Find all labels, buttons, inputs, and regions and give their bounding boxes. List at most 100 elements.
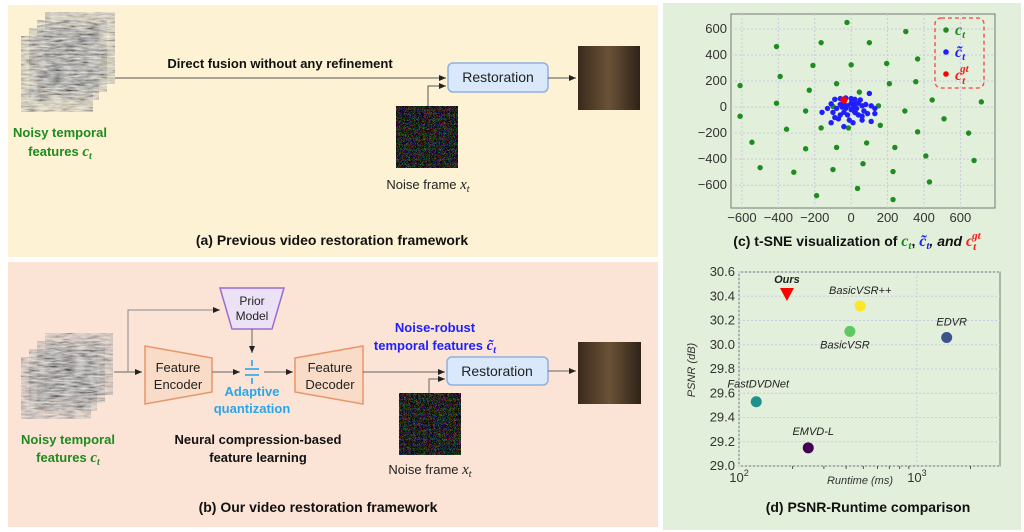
- noise-robust-label-2: temporal features c̃t: [374, 338, 497, 356]
- tsne-point-ctilde: [852, 96, 858, 102]
- tsne-point-ct: [810, 62, 816, 69]
- tsne-point-ctilde: [828, 101, 834, 107]
- y-axis-label: PSNR (dB): [686, 342, 698, 397]
- legend-marker-ct: [943, 27, 949, 33]
- y-tick-label: −600: [698, 177, 727, 192]
- tsne-point-ct: [773, 100, 780, 106]
- tsne-point-ct: [818, 125, 824, 131]
- psnr-ticks: 29.0 29.2 29.4 29.6 29.8 30.0 30.2 30.4 30.6 102 1…: [710, 264, 971, 485]
- point-label: BasicVSR++: [829, 285, 892, 297]
- tsne-point-ctilde: [868, 118, 874, 125]
- psnr-points: Ours BasicVSR++ BasicVSR EDVR FastDVDNet EMVD…: [727, 274, 967, 454]
- point-label: Ours: [774, 274, 800, 286]
- noise-robust-label: Noise-robust: [395, 320, 476, 335]
- fusion-label: Direct fusion without any refinement: [167, 56, 393, 71]
- noise-input-arrow-a: [427, 83, 446, 106]
- noise-frame-label-b: Noise frame xt: [388, 462, 471, 480]
- restoration-label-b: Restoration: [461, 363, 533, 379]
- tsne-point-ct: [854, 185, 861, 192]
- noise-input-arrow-b: [428, 376, 445, 393]
- tsne-point-ct: [830, 166, 836, 173]
- tsne-point-ctilde: [861, 108, 867, 114]
- y-tick-label: 30.0: [710, 337, 735, 352]
- feature-encoder-block: [144, 345, 213, 405]
- tsne-point-ctilde: [859, 113, 865, 119]
- tsne-ticks: −600 −400 −200 0 200 400 600 −600 −400 −200 0 200 40…: [698, 21, 972, 225]
- legend-label-ct: ct: [955, 22, 966, 41]
- prior-model-label: Prior: [239, 294, 264, 308]
- tsne-point-ctilde: [872, 110, 878, 117]
- feature-decoder-block: [294, 345, 364, 405]
- tsne-point-cgt: [840, 96, 848, 104]
- tsne-point-ct: [749, 139, 755, 145]
- tsne-point-ctilde: [850, 120, 856, 126]
- tsne-point-ct: [773, 43, 780, 50]
- x-tick-label: 102: [729, 468, 748, 485]
- x-tick-label: 600: [950, 210, 972, 225]
- tsne-point-ctilde: [844, 112, 851, 118]
- point-label: FastDVDNet: [727, 379, 790, 391]
- tsne-point-ct: [783, 126, 790, 132]
- point-edvr: [941, 331, 953, 343]
- adaptive-quantization-label-2: quantization: [214, 401, 291, 416]
- x-tick-label: 200: [877, 210, 899, 225]
- tsne-point-ctilde: [872, 105, 878, 112]
- tsne-point-ct: [890, 196, 896, 203]
- tsne-point-ct: [877, 122, 883, 129]
- tsne-point-ctilde: [835, 116, 842, 122]
- tsne-point-ct: [941, 116, 947, 122]
- adaptive-quantization-label: Adaptive: [225, 384, 280, 399]
- quantization-icon: [245, 360, 259, 384]
- tsne-point-ct: [902, 108, 908, 114]
- tsne-point-ct: [903, 28, 909, 35]
- tsne-chart: −600 −400 −200 0 200 400 600 −600 −400 −200 0 200 40…: [698, 13, 996, 253]
- y-tick-label: 29.6: [710, 385, 735, 400]
- restoration-label-a: Restoration: [462, 69, 534, 85]
- tsne-point-ct: [914, 129, 921, 135]
- tsne-points: [737, 19, 985, 203]
- tsne-point-ct: [929, 97, 935, 103]
- tsne-point-ct: [926, 179, 933, 185]
- noisy-features-label-b-2: features ct: [36, 450, 101, 468]
- point-fastdvdnet: [750, 396, 762, 408]
- tsne-point-ctilde: [866, 90, 873, 97]
- tsne-point-ct: [866, 39, 873, 46]
- tsne-point-ct: [856, 89, 863, 95]
- tsne-point-ct: [802, 146, 809, 152]
- tsne-point-ct: [845, 125, 852, 131]
- point-basicvsr: [844, 325, 856, 337]
- feature-decoder-label-2: Decoder: [305, 377, 355, 392]
- legend-label-cgt: ctgt: [955, 63, 970, 87]
- psnr-caption: (d) PSNR-Runtime comparison: [766, 499, 971, 515]
- x-axis-label: Runtime (ms): [827, 475, 893, 487]
- panel-b: Noisy temporal features ct Prior Model F…: [20, 287, 641, 515]
- tsne-point-ct: [818, 39, 824, 46]
- noise-frame-image-b: [399, 393, 461, 455]
- noisy-features-label-b: Noisy temporal: [21, 432, 115, 447]
- tsne-point-ct: [833, 80, 840, 87]
- feature-decoder-label: Feature: [308, 360, 353, 375]
- y-tick-label: −200: [698, 125, 727, 140]
- tsne-caption: (c) t-SNE visualization of ct, c̃t, and …: [733, 230, 981, 253]
- tsne-point-ct: [802, 108, 809, 114]
- noise-frame-image-a: [396, 106, 458, 168]
- tsne-point-ct: [886, 80, 893, 87]
- psnr-grid: [738, 271, 1000, 467]
- tsne-point-ct: [791, 169, 797, 175]
- psnr-runtime-chart: 29.0 29.2 29.4 29.6 29.8 30.0 30.2 30.4 30.6 102 1…: [686, 264, 1001, 515]
- tsne-point-ctilde: [824, 105, 831, 112]
- y-tick-label: −400: [698, 151, 727, 166]
- point-basicvsr-: [854, 300, 866, 312]
- noisy-features-label-2: features ct: [28, 144, 93, 162]
- noisy-feature-stack: [20, 11, 116, 113]
- point-label: BasicVSR: [820, 339, 870, 351]
- tsne-point-ct: [844, 19, 850, 26]
- x-tick-label: −400: [764, 210, 793, 225]
- legend-label-ctilde: c̃t: [955, 44, 966, 63]
- y-tick-label: 30.2: [710, 313, 735, 328]
- point-ours: [779, 288, 794, 302]
- x-tick-label: −600: [727, 210, 756, 225]
- tsne-point-ct: [971, 157, 977, 164]
- tsne-point-ct: [923, 153, 929, 159]
- tsne-point-ct: [892, 144, 898, 151]
